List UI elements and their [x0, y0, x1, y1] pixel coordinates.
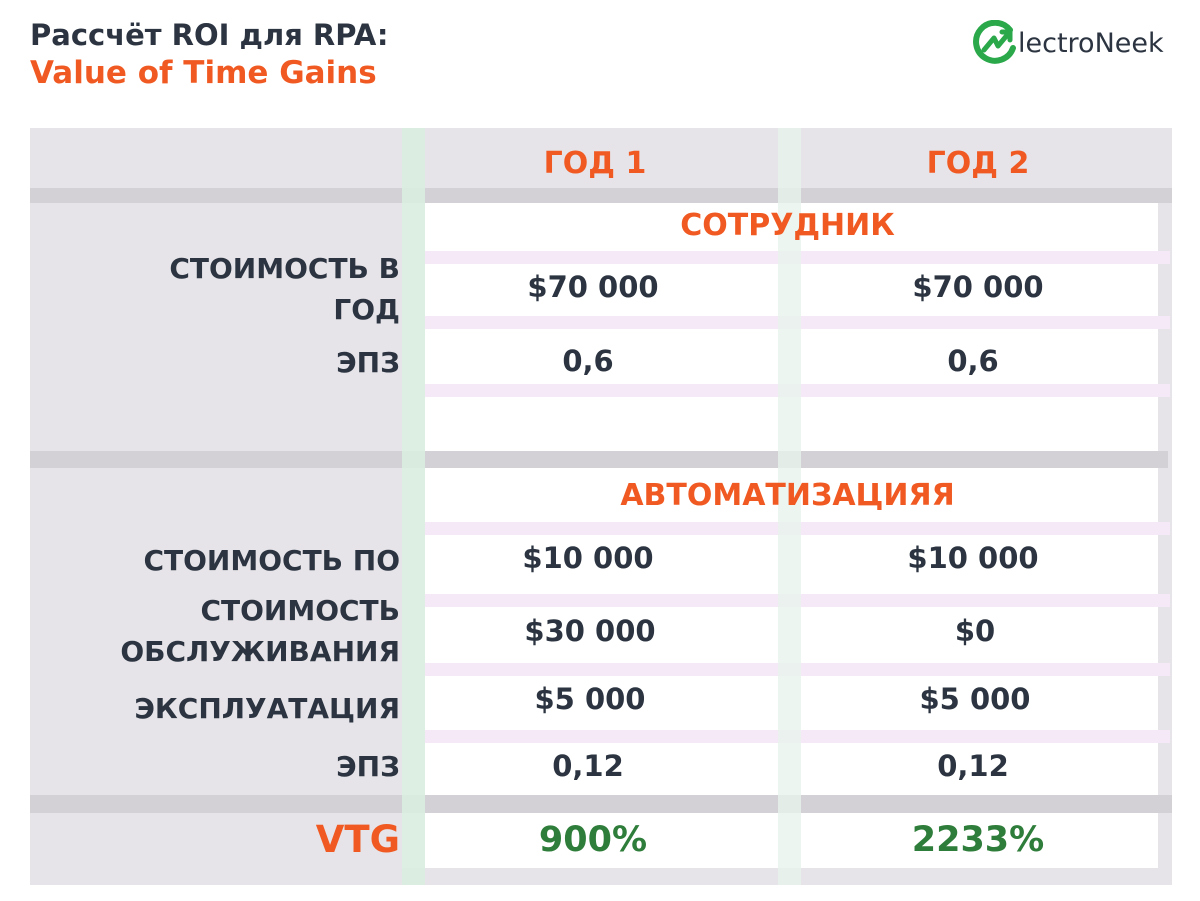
- electroneek-logo-icon: [973, 19, 1016, 64]
- cell-annual-cost-year2: $70 000: [912, 270, 1044, 304]
- column-divider-2: [778, 128, 801, 885]
- section-divider: [30, 451, 1168, 468]
- cell-software-cost-year1: $10 000: [522, 541, 654, 575]
- cell-epz-year1: 0,6: [562, 344, 614, 378]
- right-edge: [1158, 203, 1172, 885]
- brand-logo: lectroNeek: [972, 19, 1172, 68]
- page-title: Рассчёт ROI для RPA:: [30, 18, 389, 52]
- column-header-year1: ГОД 1: [543, 146, 647, 181]
- table-footer: [30, 868, 1172, 885]
- cell-annual-cost-year1: $70 000: [527, 270, 659, 304]
- logo-text: lectroNeek: [1018, 28, 1164, 59]
- column-header-year2: ГОД 2: [926, 146, 1030, 181]
- cell-operation-year2: $5 000: [919, 682, 1031, 716]
- section-title-employee: СОТРУДНИК: [680, 208, 895, 243]
- section-title-automation: АВТОМАТИЗАЦИЯЯ: [620, 478, 955, 513]
- result-divider: [30, 795, 1172, 813]
- row-label-software-cost: СТОИМОСТЬ ПО: [143, 544, 400, 577]
- column-divider-1: [402, 128, 425, 885]
- row-label-epz-automation: ЭПЗ: [336, 750, 400, 783]
- header-divider: [30, 188, 1172, 203]
- cell-epz-year2: 0,6: [947, 344, 999, 378]
- row-label-annual-cost: СТОИМОСТЬ В ГОД: [169, 252, 400, 326]
- cell-epz-automation-year2: 0,12: [937, 749, 1009, 783]
- cell-software-cost-year2: $10 000: [907, 541, 1039, 575]
- row-label-maintenance-cost: СТОИМОСТЬ ОБСЛУЖИВАНИЯ: [120, 594, 400, 668]
- row-label-epz: ЭПЗ: [336, 346, 400, 379]
- result-vtg-year1: 900%: [538, 820, 648, 860]
- result-label-vtg: VTG: [315, 818, 400, 861]
- cell-operation-year1: $5 000: [534, 682, 646, 716]
- result-vtg-year2: 2233%: [911, 820, 1045, 860]
- cell-maintenance-cost-year2: $0: [954, 614, 996, 648]
- page-subtitle: Value of Time Gains: [30, 55, 377, 91]
- cell-maintenance-cost-year1: $30 000: [524, 614, 656, 648]
- label-column-bg: [30, 203, 402, 885]
- row-label-operation: ЭКСПЛУАТАЦИЯ: [134, 692, 400, 725]
- cell-epz-automation-year1: 0,12: [552, 749, 624, 783]
